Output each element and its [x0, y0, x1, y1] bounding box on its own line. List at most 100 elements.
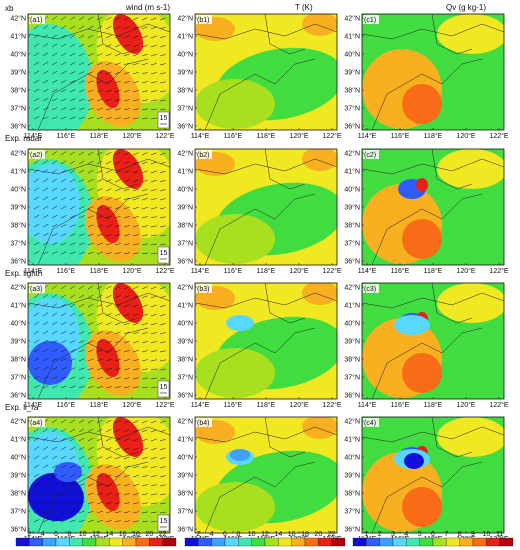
- colorbar-swatch: [238, 537, 252, 547]
- longitude-label: 116°E: [224, 132, 243, 140]
- latitude-label: 38°N: [177, 490, 193, 498]
- latitude-label: 42°N: [10, 150, 26, 158]
- colorbar-tick-label: 14: [105, 531, 113, 538]
- longitude-label: 120°E: [122, 132, 141, 140]
- longitude-label: 120°E: [456, 267, 475, 275]
- longitude-label: 122°E: [155, 132, 174, 140]
- row-label-xb: xb: [5, 4, 14, 13]
- longitude-label: 122°E: [322, 267, 341, 275]
- longitude-label: 120°E: [289, 132, 308, 140]
- latitude-label: 39°N: [344, 472, 360, 480]
- longitude-label: 122°E: [489, 267, 508, 275]
- longitude-label: 114°E: [24, 401, 43, 409]
- colorbar-tick-label: 14: [274, 531, 282, 538]
- latitude-label: 37°N: [344, 105, 360, 113]
- panel-label: (a4): [30, 420, 42, 427]
- longitude-label: 122°E: [322, 132, 341, 140]
- latitude-label: 40°N: [177, 320, 193, 328]
- colorbar-swatch: [499, 537, 514, 547]
- map-panel-b4: (b4)42°N41°N40°N39°N38°N37°N36°N114°E116…: [177, 416, 342, 543]
- latitude-label: 41°N: [344, 302, 360, 310]
- panel-label: (c3): [364, 286, 376, 293]
- longitude-label: 122°E: [489, 401, 508, 409]
- colorbar-temperature: 2 4 6 8 10 12 14 16 18 20 22: [184, 531, 346, 547]
- longitude-label: 120°E: [122, 267, 141, 275]
- column-title-temperature: T (K): [295, 3, 313, 12]
- latitude-label: 41°N: [10, 302, 26, 310]
- column-title-wind: wind (m s-1): [125, 3, 170, 12]
- latitude-label: 37°N: [344, 374, 360, 382]
- latitude-label: 42°N: [344, 284, 360, 292]
- panel-label: (a1): [30, 17, 42, 24]
- latitude-label: 39°N: [10, 472, 26, 480]
- colorbar-tick-label: 10: [79, 531, 87, 538]
- longitude-label: 120°E: [122, 401, 141, 409]
- colorbar-tick-label: 22: [328, 531, 336, 538]
- latitude-label: 41°N: [177, 302, 193, 310]
- colorbar-tick-label: 6: [54, 531, 58, 538]
- colorbar-swatch: [122, 537, 137, 547]
- longitude-label: 114°E: [358, 267, 377, 275]
- latitude-label: 40°N: [10, 454, 26, 462]
- latitude-label: 36°N: [10, 258, 26, 266]
- colorbar-qv: 1 2 3 4 5 6 7 8 9 10 11: [352, 531, 514, 547]
- colorbar-tick-label: 7: [444, 531, 448, 538]
- latitude-label: 42°N: [177, 150, 193, 158]
- latitude-label: 39°N: [10, 204, 26, 212]
- colorbar-tick-label: 20: [145, 531, 153, 538]
- colorbar-swatch: [69, 537, 83, 547]
- colorbar-wind: 2 4 6 8 10 12 14 16 18 20 22: [15, 531, 177, 547]
- colorbar-tick-label: 8: [236, 531, 240, 538]
- latitude-label: 36°N: [10, 526, 26, 534]
- colorbar-swatch: [211, 537, 226, 547]
- colorbar-swatch: [459, 537, 474, 547]
- row-label-radar: Exp. radar: [5, 134, 42, 143]
- latitude-label: 39°N: [344, 69, 360, 77]
- longitude-label: 118°E: [90, 401, 109, 409]
- colorbar-tick-label: 9: [471, 531, 475, 538]
- longitude-label: 114°E: [191, 401, 210, 409]
- panel-label: (c2): [364, 152, 376, 159]
- colorbar-tick-label: 12: [261, 531, 269, 538]
- colorbar-tick-label: 6: [223, 531, 227, 538]
- colorbar-tick-label: 16: [119, 531, 127, 538]
- latitude-label: 38°N: [10, 490, 26, 498]
- column-title-qv: Qv (g kg-1): [446, 3, 486, 12]
- colorbar-swatch: [109, 537, 123, 547]
- latitude-label: 41°N: [177, 168, 193, 176]
- row-label-li-ra: Exp. li_ra: [5, 403, 39, 412]
- latitude-label: 38°N: [344, 490, 360, 498]
- longitude-label: 114°E: [24, 132, 43, 140]
- colorbar-tick-label: 11: [496, 531, 503, 538]
- latitude-label: 39°N: [177, 472, 193, 480]
- latitude-label: 40°N: [177, 454, 193, 462]
- longitude-label: 116°E: [57, 267, 76, 275]
- latitude-label: 42°N: [344, 418, 360, 426]
- latitude-label: 41°N: [177, 436, 193, 444]
- colorbar-tick-label: 12: [92, 531, 100, 538]
- latitude-label: 42°N: [10, 15, 26, 23]
- latitude-label: 37°N: [10, 508, 26, 516]
- latitude-label: 40°N: [177, 186, 193, 194]
- latitude-label: 38°N: [177, 87, 193, 95]
- panel-label: (c1): [364, 17, 376, 24]
- colorbar-tick-label: 4: [404, 531, 408, 538]
- colorbar-swatch: [446, 537, 460, 547]
- latitude-label: 39°N: [10, 69, 26, 77]
- latitude-label: 42°N: [10, 418, 26, 426]
- reference-vector-label: 15: [160, 384, 168, 391]
- colorbar-swatch: [29, 537, 43, 547]
- latitude-label: 39°N: [10, 338, 26, 346]
- latitude-label: 36°N: [10, 392, 26, 400]
- latitude-label: 40°N: [344, 51, 360, 59]
- latitude-label: 36°N: [344, 392, 360, 400]
- longitude-label: 116°E: [224, 267, 243, 275]
- latitude-label: 41°N: [344, 33, 360, 41]
- colorbar-swatch: [149, 537, 163, 547]
- colorbar-tick-label: 16: [288, 531, 296, 538]
- longitude-label: 118°E: [424, 267, 443, 275]
- latitude-label: 40°N: [10, 186, 26, 194]
